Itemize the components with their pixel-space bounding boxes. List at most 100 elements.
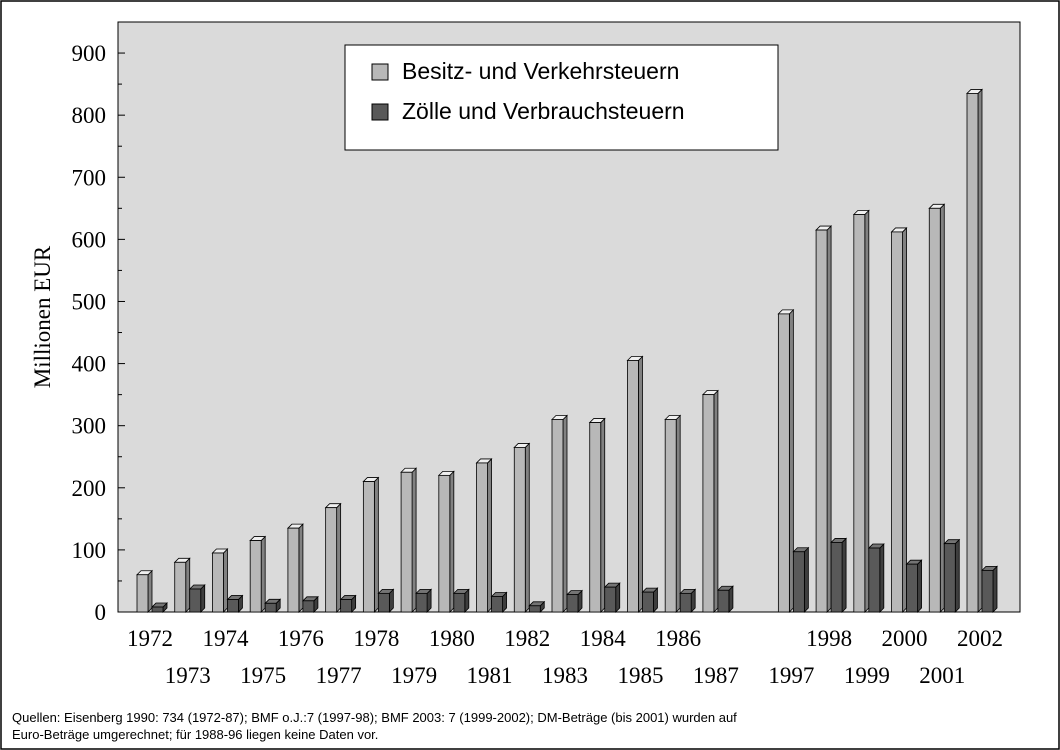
bar — [438, 474, 451, 613]
bar-side — [185, 557, 191, 613]
bar — [400, 471, 413, 613]
bar — [325, 507, 338, 613]
x-tick-label: 1976 — [278, 626, 324, 651]
bar-side — [826, 225, 832, 613]
x-tick-label: 1975 — [240, 663, 286, 688]
bar-side — [939, 203, 945, 613]
bar-side — [864, 209, 870, 613]
bar — [415, 592, 428, 613]
bar-side — [449, 470, 455, 613]
x-tick-label: 1984 — [580, 626, 627, 651]
x-tick-label: 1979 — [391, 663, 437, 688]
bar-side — [600, 417, 606, 613]
bar — [792, 551, 805, 613]
bar — [642, 591, 654, 613]
bar — [302, 600, 315, 613]
bar-side — [713, 389, 719, 613]
x-tick-label: 1987 — [693, 663, 739, 688]
bar — [830, 542, 843, 613]
x-tick-label: 1977 — [316, 663, 362, 688]
bar — [264, 602, 277, 613]
bar — [227, 599, 239, 613]
x-tick-label: 1974 — [202, 626, 249, 651]
y-tick-label: 200 — [72, 476, 107, 501]
bar — [679, 592, 692, 613]
bar — [491, 596, 503, 613]
bar — [943, 543, 956, 613]
x-tick-label: 1978 — [353, 626, 399, 651]
y-tick-label: 600 — [72, 227, 107, 252]
bar — [664, 419, 677, 613]
bar-side — [638, 355, 643, 613]
bar — [340, 599, 353, 613]
x-tick-label: 1982 — [504, 626, 550, 651]
x-tick-label: 1972 — [127, 626, 173, 651]
bar — [906, 563, 918, 613]
x-tick-label: 1983 — [542, 663, 588, 688]
y-tick-label: 900 — [72, 41, 107, 66]
bar — [891, 231, 903, 613]
bar — [566, 594, 579, 613]
bar — [189, 588, 202, 613]
legend-swatch — [371, 103, 389, 121]
legend-label: Besitz- und Verkehrsteuern — [402, 58, 679, 84]
bar-side — [411, 467, 417, 613]
x-tick-label: 2000 — [882, 626, 928, 651]
y-tick-label: 400 — [72, 352, 107, 377]
y-tick-label: 300 — [72, 414, 107, 439]
bar — [627, 360, 639, 613]
bar — [249, 540, 262, 613]
x-tick-label: 1981 — [467, 663, 513, 688]
bar-side — [977, 88, 983, 613]
x-tick-label: 2002 — [957, 626, 1003, 651]
bar-side — [803, 546, 809, 613]
x-tick-label: 1985 — [617, 663, 663, 688]
x-tick-label: 1973 — [165, 663, 211, 688]
bar-side — [487, 457, 492, 613]
bar-side — [675, 414, 681, 613]
x-tick-label: 1999 — [844, 663, 890, 688]
legend-swatch — [371, 63, 389, 81]
bar — [362, 481, 375, 613]
y-tick-label: 100 — [72, 538, 107, 563]
bar-side — [336, 502, 342, 613]
bar-side — [615, 582, 621, 613]
bar — [981, 569, 994, 613]
bar — [853, 214, 866, 613]
x-tick-label: 1980 — [429, 626, 475, 651]
bar-side — [788, 308, 794, 613]
x-tick-label: 2001 — [919, 663, 965, 688]
y-tick-label: 0 — [95, 600, 107, 625]
bar — [377, 592, 390, 613]
bar-side — [524, 442, 530, 613]
bar — [702, 394, 715, 613]
note: Euro-Beträge umgerechnet; für 1988-96 li… — [12, 727, 378, 742]
bar — [777, 313, 790, 613]
legend-label: Zölle und Verbrauchsteuern — [402, 98, 685, 124]
bar — [528, 605, 541, 613]
bar-side — [373, 476, 379, 613]
y-axis-label: Millionen EUR — [30, 245, 55, 388]
x-tick-label: 1997 — [768, 663, 814, 688]
bar — [212, 552, 224, 613]
bar — [717, 589, 730, 613]
bar — [966, 93, 979, 613]
bar — [928, 207, 941, 613]
bar-side — [223, 548, 228, 613]
bar — [589, 422, 602, 613]
bar — [136, 574, 149, 613]
bar — [513, 447, 526, 613]
y-tick-label: 700 — [72, 165, 107, 190]
bar — [815, 229, 828, 613]
bar — [604, 586, 617, 613]
bar-side — [200, 584, 206, 613]
y-tick-label: 500 — [72, 289, 107, 314]
bar-side — [879, 543, 885, 613]
note: Quellen: Eisenberg 1990: 734 (1972-87); … — [12, 710, 737, 725]
bar — [551, 419, 564, 613]
bar — [151, 606, 164, 613]
bar-side — [298, 523, 304, 613]
bar-side — [954, 538, 960, 613]
bar — [287, 527, 300, 613]
